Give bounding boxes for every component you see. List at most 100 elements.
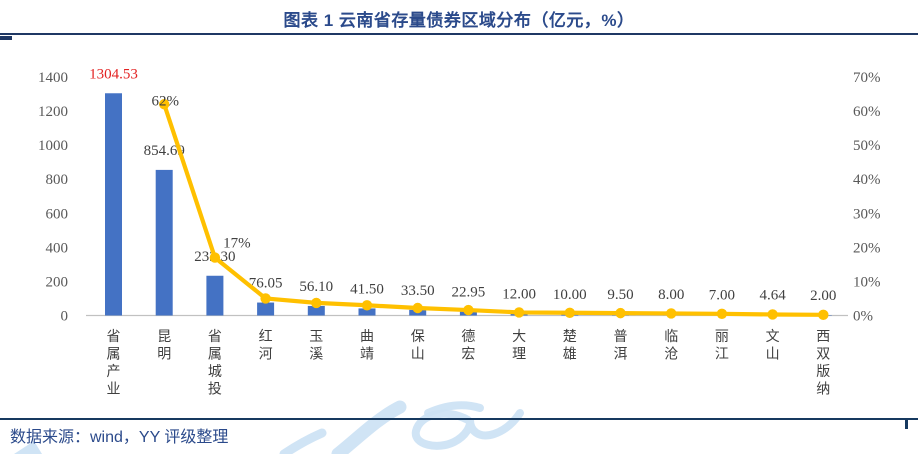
left-axis-tick: 1200 (38, 104, 68, 120)
category-label: 江 (715, 347, 729, 363)
bar-value-label: 2.00 (810, 288, 836, 304)
bar-value-label: 7.00 (709, 287, 735, 303)
figure-title: 图表 1 云南省存量债券区域分布（亿元，%） (283, 11, 635, 30)
left-axis-tick: 1000 (38, 138, 68, 154)
bar (257, 302, 275, 316)
bar (155, 169, 173, 316)
bar-value-label: 33.50 (401, 283, 435, 299)
category-label: 省 (107, 329, 121, 345)
category-label: 楚 (563, 329, 577, 345)
line-marker (564, 307, 575, 318)
left-axis-tick: 800 (46, 172, 69, 188)
right-axis-tick: 10% (853, 274, 881, 290)
left-axis-tick: 600 (46, 206, 69, 222)
line-marker (412, 302, 423, 314)
category-label: 城 (208, 364, 222, 380)
watermark-stroke (411, 409, 524, 450)
right-axis-tick: 40% (853, 172, 881, 188)
right-axis-tick: 0% (853, 309, 873, 325)
right-axis-tick: 70% (853, 70, 881, 86)
category-label: 双 (816, 347, 830, 363)
left-axis-tick: 0 (61, 309, 69, 325)
line-marker (209, 252, 221, 263)
line-marker (767, 309, 778, 320)
bar-value-label: 1304.53 (89, 66, 138, 82)
category-label: 保 (411, 329, 425, 345)
bar-value-label: 854.69 (144, 143, 185, 159)
bar-value-label: 12.00 (502, 286, 536, 302)
line-value-label: 62% (151, 93, 179, 109)
bar (358, 308, 376, 316)
category-label: 普 (614, 329, 628, 345)
line-marker (361, 300, 373, 311)
footer-divider (0, 417, 918, 420)
category-label: 临 (664, 329, 678, 345)
bar-value-label: 76.05 (249, 276, 283, 292)
bar-value-label: 8.00 (658, 287, 684, 303)
watermark-corner (14, 441, 42, 454)
category-label: 曲 (360, 329, 374, 345)
category-label: 纳 (816, 382, 830, 398)
watermark-stroke (279, 428, 327, 454)
category-label: 省 (208, 329, 222, 345)
bar (206, 275, 224, 316)
bar-value-label: 56.10 (299, 279, 333, 295)
footer-divider-stub (905, 417, 908, 429)
category-label: 靖 (360, 347, 374, 363)
data-source: 数据来源：wind，YY 评级整理 (10, 429, 229, 446)
right-axis-tick: 30% (853, 206, 881, 222)
watermark-stroke (331, 400, 407, 454)
category-label: 属 (107, 348, 121, 363)
category-label: 山 (766, 347, 780, 363)
bar-value-label: 10.00 (553, 287, 587, 303)
category-label: 属 (208, 348, 222, 363)
line-marker (513, 307, 525, 318)
category-label: 丽 (715, 330, 729, 345)
left-axis-tick: 200 (46, 274, 69, 290)
bar-value-label: 41.50 (350, 281, 384, 297)
category-label: 溪 (309, 347, 323, 363)
line-marker (716, 308, 728, 319)
category-label: 沧 (664, 346, 678, 363)
line-marker (159, 99, 170, 110)
line-marker (260, 293, 271, 304)
category-label: 西 (816, 330, 830, 345)
category-label: 明 (157, 348, 171, 363)
right-axis-tick: 50% (853, 138, 881, 154)
category-label: 理 (512, 348, 526, 363)
right-axis-tick: 60% (853, 104, 881, 120)
bar-value-label: 22.95 (452, 285, 486, 301)
left-axis-tick: 400 (46, 240, 69, 256)
line-marker (666, 308, 677, 319)
right-axis-tick: 20% (853, 240, 881, 256)
left-axis-tick: 1400 (38, 70, 68, 86)
category-label: 业 (107, 382, 121, 398)
category-label: 版 (816, 364, 830, 380)
category-label: 宏 (461, 347, 475, 363)
bar-value-label: 9.50 (607, 287, 633, 303)
category-label: 洱 (614, 347, 628, 363)
line-marker (615, 307, 626, 319)
category-label: 玉 (309, 330, 323, 345)
category-label: 文 (766, 329, 780, 345)
bar-value-label: 4.64 (759, 288, 786, 304)
line-marker (463, 304, 474, 316)
title-divider-stub (0, 36, 12, 41)
category-label: 产 (107, 364, 121, 380)
line-marker (311, 297, 322, 309)
category-label: 投 (208, 382, 222, 398)
category-label: 昆 (157, 330, 171, 345)
category-label: 德 (461, 329, 475, 345)
trend-line (162, 102, 826, 317)
category-label: 红 (259, 329, 273, 345)
category-label: 山 (411, 347, 425, 363)
bar (307, 305, 325, 316)
title-divider (0, 33, 918, 36)
bar (105, 93, 122, 316)
category-label: 河 (259, 347, 273, 363)
category-label: 雄 (563, 347, 577, 363)
category-label: 大 (512, 329, 526, 345)
